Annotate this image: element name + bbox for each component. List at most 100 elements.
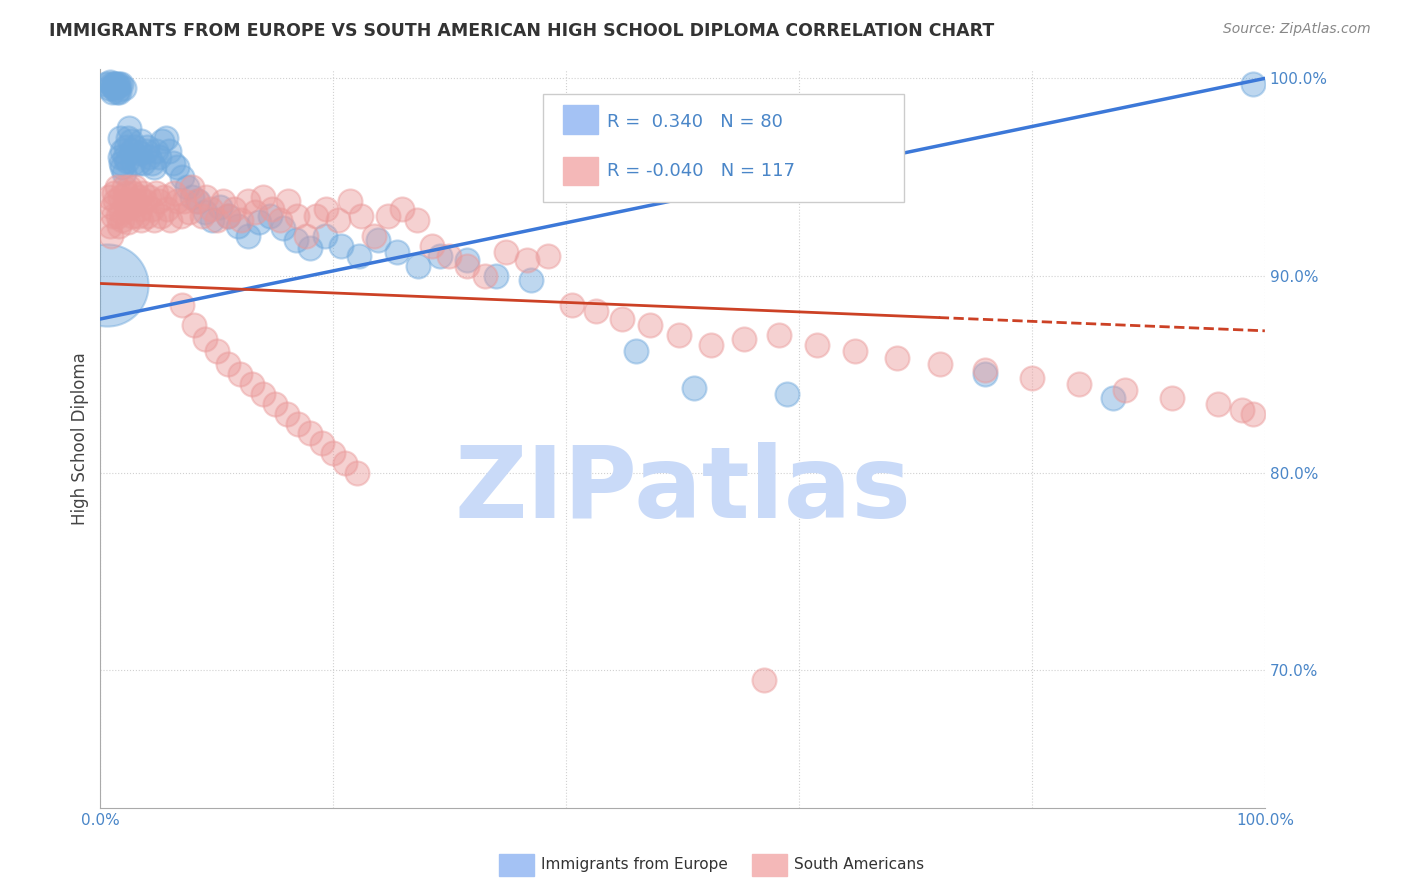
Point xyxy=(101,200,124,214)
Point xyxy=(104,194,127,208)
Point xyxy=(170,169,193,184)
Point xyxy=(114,150,136,164)
Point xyxy=(277,194,299,208)
FancyBboxPatch shape xyxy=(562,157,598,186)
Point xyxy=(260,202,283,216)
Point xyxy=(100,78,122,92)
Point xyxy=(141,202,163,216)
Point xyxy=(162,156,184,170)
Point xyxy=(1114,383,1136,397)
Point xyxy=(111,160,134,174)
Point xyxy=(217,357,239,371)
Point xyxy=(136,210,159,224)
Point xyxy=(624,343,647,358)
Point xyxy=(437,249,460,263)
Point xyxy=(516,252,538,267)
Point xyxy=(391,202,413,216)
Point xyxy=(211,194,233,208)
Point xyxy=(668,327,690,342)
Point xyxy=(110,205,132,219)
Point xyxy=(157,145,180,159)
Point xyxy=(136,140,159,154)
Point xyxy=(156,202,179,216)
FancyBboxPatch shape xyxy=(543,95,904,202)
Point xyxy=(366,233,388,247)
Point xyxy=(269,213,291,227)
Point xyxy=(112,81,135,95)
Point xyxy=(163,186,186,200)
Point xyxy=(456,259,478,273)
Point xyxy=(229,368,252,382)
Point xyxy=(108,130,131,145)
Point xyxy=(170,210,193,224)
Point xyxy=(347,249,370,263)
Text: R = -0.040   N = 117: R = -0.040 N = 117 xyxy=(607,161,794,179)
Point xyxy=(145,145,167,159)
Point xyxy=(111,145,134,159)
Point xyxy=(287,417,309,431)
Point xyxy=(148,150,170,164)
Point xyxy=(134,194,156,208)
Point xyxy=(205,213,228,227)
Point xyxy=(752,673,775,687)
Point xyxy=(406,259,429,273)
Point xyxy=(170,298,193,312)
Point xyxy=(155,130,177,145)
Point xyxy=(271,221,294,235)
Point xyxy=(138,190,160,204)
Point xyxy=(520,272,543,286)
Point xyxy=(108,219,131,234)
Text: South Americans: South Americans xyxy=(794,857,925,871)
Point xyxy=(886,351,908,366)
Point xyxy=(115,202,138,216)
Point xyxy=(190,210,212,224)
Point xyxy=(1241,78,1264,92)
Point xyxy=(610,312,633,326)
Point xyxy=(495,244,517,259)
Point xyxy=(252,190,274,204)
Point xyxy=(100,229,122,244)
Point xyxy=(98,219,121,234)
Point xyxy=(115,140,138,154)
Point xyxy=(194,332,217,346)
Point xyxy=(145,186,167,200)
Point xyxy=(121,145,143,159)
Point xyxy=(177,205,200,219)
Point xyxy=(305,210,328,224)
Point xyxy=(110,156,132,170)
Point xyxy=(311,436,333,450)
Point xyxy=(138,150,160,164)
Point xyxy=(683,381,706,395)
Point xyxy=(117,130,139,145)
Point xyxy=(120,135,142,149)
Point xyxy=(114,194,136,208)
Point xyxy=(135,145,157,159)
Point xyxy=(733,332,755,346)
Point xyxy=(1241,407,1264,421)
Point xyxy=(166,160,188,174)
Point xyxy=(142,213,165,227)
Point xyxy=(112,166,135,180)
Point xyxy=(107,210,129,224)
Point xyxy=(110,78,132,92)
Point xyxy=(132,186,155,200)
Point xyxy=(129,146,152,161)
Point xyxy=(240,377,263,392)
Point xyxy=(259,210,281,224)
Point xyxy=(122,156,145,170)
Point xyxy=(105,78,128,92)
Point xyxy=(101,79,124,94)
Point xyxy=(112,179,135,194)
Point xyxy=(561,298,583,312)
Point xyxy=(166,194,188,208)
Point xyxy=(124,179,146,194)
Point xyxy=(333,456,356,470)
Point xyxy=(699,337,721,351)
Point xyxy=(377,210,399,224)
Point xyxy=(1206,397,1229,411)
Y-axis label: High School Diploma: High School Diploma xyxy=(72,352,89,524)
Point xyxy=(181,179,204,194)
Point xyxy=(103,186,125,200)
Point xyxy=(298,426,321,441)
Point xyxy=(1067,377,1090,392)
